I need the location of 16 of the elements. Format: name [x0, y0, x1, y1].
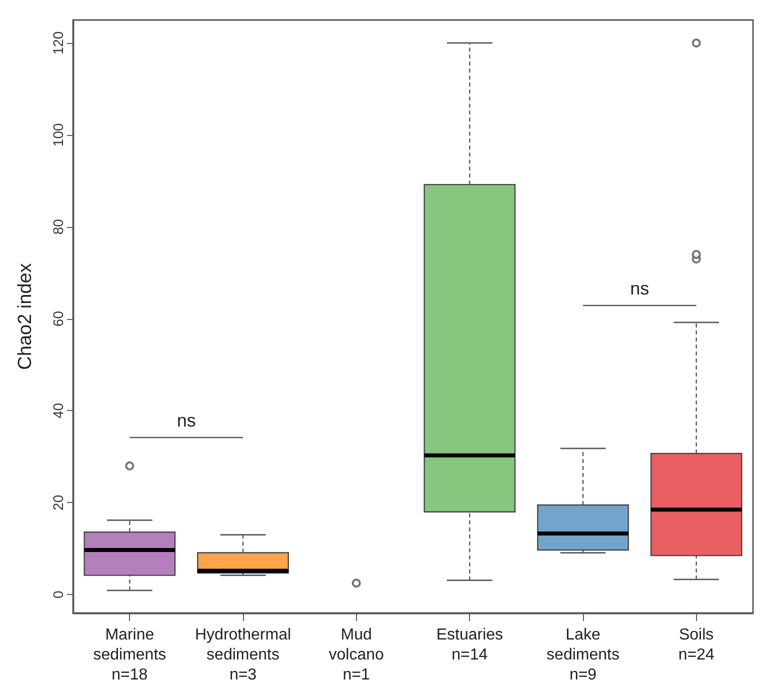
x-tick-label: Estuaries n=14 — [436, 626, 504, 664]
x-tick-label: Soils n=24 — [678, 626, 714, 664]
annotation: ns — [176, 410, 196, 430]
y-tick-label: 120 — [50, 31, 66, 55]
y-tick-label: 20 — [50, 494, 66, 510]
y-tick-label: 0 — [50, 590, 66, 599]
y-tick-label: 40 — [50, 402, 66, 419]
y-tick-label: 100 — [50, 123, 66, 147]
annotation: ns — [630, 278, 650, 298]
x-tick-label: Hydrothermal sediments n=3 — [194, 626, 292, 684]
y-axis-title: Chao2 index — [15, 262, 36, 370]
x-tick-label: Marine sediments n=18 — [93, 626, 166, 684]
x-tick-label: Mud volcano n=1 — [328, 626, 384, 684]
y-tick-label: 60 — [50, 310, 66, 327]
x-tick-label: Lake sediments n=9 — [546, 626, 620, 684]
y-tick-label: 80 — [50, 218, 66, 235]
